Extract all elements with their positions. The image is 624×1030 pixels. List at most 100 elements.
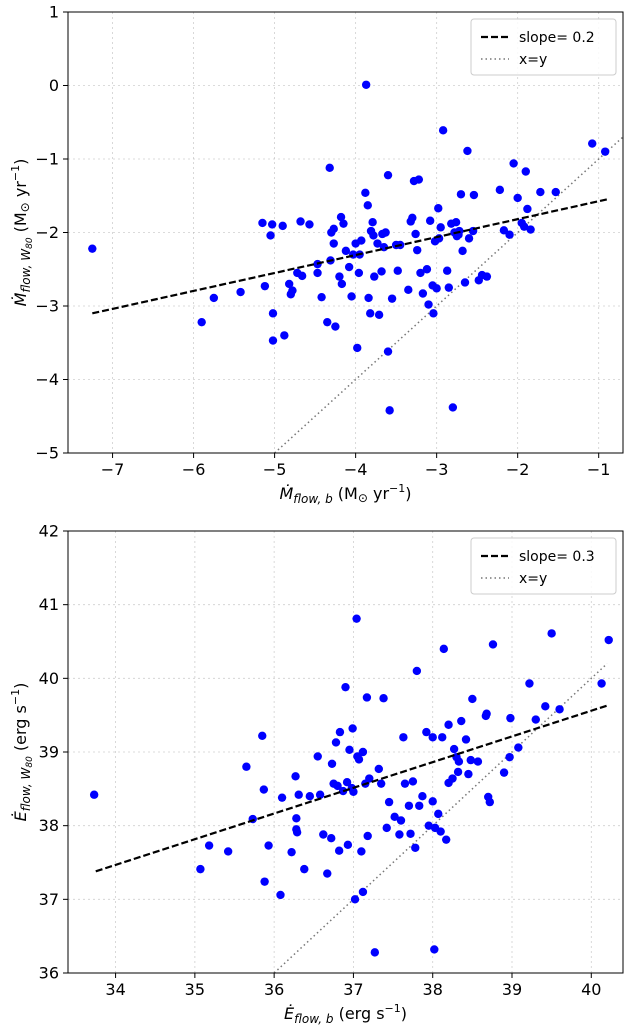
y-tick-label: 37: [39, 890, 59, 909]
y-tick-label: 36: [39, 964, 59, 983]
y-tick-label: −1: [35, 150, 59, 169]
data-point: [197, 317, 206, 327]
grid-lines: [68, 11, 623, 454]
legend: slope= 0.2 x=y: [470, 18, 617, 76]
data-point: [347, 292, 356, 301]
data-point: [209, 293, 219, 303]
data-point: [333, 781, 342, 791]
data-point: [439, 644, 449, 654]
data-point: [393, 266, 402, 275]
data-point: [335, 727, 345, 737]
data-point: [418, 792, 427, 801]
data-point: [468, 694, 477, 704]
data-point: [319, 830, 328, 839]
data-point: [519, 222, 529, 231]
data-point: [425, 216, 435, 225]
data-point: [429, 309, 438, 318]
data-point: [277, 793, 287, 802]
data-point: [424, 300, 433, 309]
x-tick-label: 40: [581, 980, 601, 999]
x-tick-label: 35: [185, 980, 205, 999]
data-point: [327, 759, 337, 768]
data-point: [432, 284, 441, 293]
data-point: [458, 246, 467, 256]
data-point: [264, 841, 273, 850]
data-point: [600, 147, 610, 156]
x-tick-label: −5: [263, 460, 287, 479]
data-point: [363, 831, 372, 841]
data-point: [422, 727, 431, 737]
data-point: [382, 823, 391, 833]
data-point: [268, 309, 278, 318]
data-point: [451, 218, 461, 227]
x-tick-label: 37: [343, 980, 363, 999]
data-point: [278, 221, 287, 231]
identity-line: [273, 663, 608, 973]
data-point: [373, 239, 382, 248]
data-point: [223, 847, 233, 856]
data-point: [294, 790, 303, 799]
identity-line: [274, 136, 623, 453]
data-point: [315, 790, 325, 799]
x-tick-label: −1: [587, 460, 611, 479]
data-point: [334, 846, 344, 855]
y-tick-label: −4: [35, 370, 59, 389]
legend-fit-label: slope= 0.3: [519, 549, 595, 565]
data-point: [418, 289, 428, 298]
legend-identity-label: x=y: [519, 571, 547, 587]
y-tick-label: 1: [49, 3, 59, 22]
data-point: [416, 268, 425, 278]
legend-identity-label: x=y: [519, 52, 547, 68]
legend-box: [470, 18, 617, 76]
data-point: [415, 801, 424, 810]
data-point: [362, 693, 372, 702]
data-point: [406, 829, 415, 838]
data-point: [541, 702, 550, 711]
data-point: [349, 787, 358, 796]
data-point: [412, 666, 422, 676]
data-point: [204, 841, 214, 850]
data-point: [292, 828, 302, 837]
data-point: [336, 212, 346, 222]
data-point: [365, 774, 374, 783]
y-tick-label: 41: [39, 595, 59, 614]
data-point: [313, 752, 322, 761]
data-point: [400, 779, 410, 788]
data-point: [466, 755, 475, 765]
y-tick-label: −2: [35, 223, 59, 242]
data-point: [331, 322, 340, 331]
data-point: [339, 219, 348, 228]
y-axis-label: Ṁflow, W80 (M⊙ yr−1): [9, 159, 35, 307]
data-point: [383, 170, 393, 180]
data-point: [354, 268, 364, 278]
data-point: [329, 224, 338, 234]
y-tick-label: −3: [35, 297, 59, 316]
data-point: [408, 777, 418, 786]
y-tick-label: 42: [39, 522, 59, 541]
data-point: [536, 187, 545, 197]
data-point: [430, 945, 439, 954]
data-point: [337, 279, 347, 289]
data-points: [89, 614, 613, 957]
data-point: [436, 223, 445, 232]
data-point: [331, 738, 341, 747]
data-point: [329, 239, 338, 248]
data-point: [296, 217, 305, 226]
data-point: [352, 614, 361, 623]
data-point: [89, 790, 99, 799]
data-point: [267, 220, 277, 229]
data-point: [384, 797, 394, 807]
data-point: [364, 293, 373, 303]
data-point: [513, 193, 522, 203]
fit-line: [92, 198, 608, 315]
x-tick-label: −7: [101, 460, 125, 479]
data-point: [343, 840, 353, 850]
data-point: [379, 694, 388, 703]
x-tick-label: 34: [105, 980, 125, 999]
data-point: [387, 294, 397, 303]
data-point: [376, 779, 386, 788]
data-point: [361, 80, 371, 89]
data-point: [325, 163, 334, 173]
data-point: [438, 733, 447, 742]
data-point: [317, 292, 326, 302]
